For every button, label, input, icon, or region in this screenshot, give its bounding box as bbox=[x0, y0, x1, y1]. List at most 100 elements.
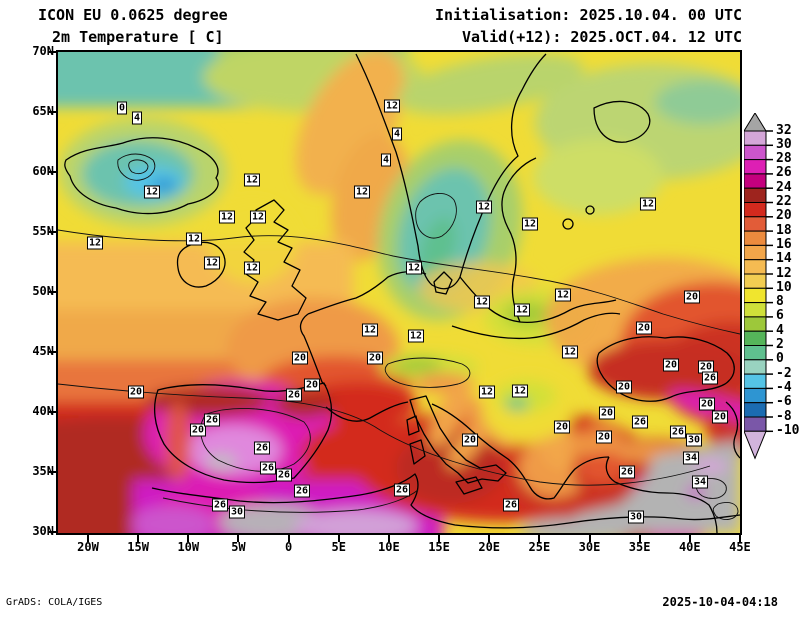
temperature-colorbar: 32 30 28 26 24 22 20 18 16 14 12 10 8 6 4 2 0 -2 -4 -6 -8 -10 bbox=[743, 112, 800, 465]
colorbar-level-label: 32 bbox=[776, 122, 792, 138]
temperature-field-svg bbox=[58, 52, 740, 533]
contour-label: 12 bbox=[218, 210, 236, 224]
contour-label: 12 bbox=[86, 236, 104, 250]
colorbar-level-label: 12 bbox=[776, 265, 792, 281]
contour-label: 12 bbox=[361, 323, 379, 337]
contour-label: 12 bbox=[203, 256, 221, 270]
contour-label: 26 bbox=[293, 484, 311, 498]
colorbar-level-label: 10 bbox=[776, 279, 792, 295]
contour-label: 4 bbox=[380, 153, 392, 167]
contour-label: 12 bbox=[513, 303, 531, 317]
lon-tick-label: 20W bbox=[77, 540, 99, 554]
contour-label: 12 bbox=[249, 210, 267, 224]
lat-tick-label: 60N bbox=[32, 164, 54, 178]
contour-label: 20 bbox=[711, 410, 729, 424]
contour-label: 12 bbox=[243, 261, 261, 275]
colorbar-level-label: -8 bbox=[776, 408, 792, 424]
lon-tick-label: 25E bbox=[528, 540, 551, 554]
lon-tick-label: 35E bbox=[628, 540, 651, 554]
colorbar-level-label: -2 bbox=[776, 365, 792, 381]
lon-tick-label: 10E bbox=[378, 540, 400, 554]
lat-tick bbox=[49, 231, 56, 233]
contour-label: 0 bbox=[116, 101, 128, 115]
contour-label: 20 bbox=[461, 433, 479, 447]
colorbar-level-label: 28 bbox=[776, 151, 792, 167]
contour-label: 20 bbox=[615, 380, 633, 394]
contour-label: 12 bbox=[405, 261, 423, 275]
contour-label: 12 bbox=[185, 232, 203, 246]
lon-tick-label: 5W bbox=[231, 540, 246, 554]
lon-tick-label: 10W bbox=[177, 540, 200, 554]
contour-label: 26 bbox=[203, 413, 221, 427]
contour-label: 4 bbox=[131, 111, 143, 125]
contour-label: 26 bbox=[701, 371, 719, 385]
colorbar-level-label: -10 bbox=[776, 422, 800, 438]
lat-tick-label: 70N bbox=[32, 44, 54, 58]
contour-label: 26 bbox=[275, 468, 293, 482]
colorbar-level-label: 14 bbox=[776, 251, 792, 267]
colorbar-level-label: 8 bbox=[776, 294, 784, 310]
lat-tick-label: 65N bbox=[32, 104, 54, 118]
colorbar-level-label: 18 bbox=[776, 222, 792, 238]
lon-tick-label: 15E bbox=[428, 540, 450, 554]
lat-tick bbox=[49, 111, 56, 113]
contour-label: 26 bbox=[211, 498, 229, 512]
colorbar-svg bbox=[743, 112, 773, 460]
coastlines bbox=[64, 53, 740, 533]
lon-tick bbox=[287, 535, 290, 542]
title-block: ICON EU 0.0625 degree 2m Temperature [ C… bbox=[38, 4, 228, 48]
lat-tick-label: 40N bbox=[32, 404, 54, 418]
map-plot-area: 0 4 12 12 12 12 12 12 12 12 12 4 4 12 12 12 12 12 12 12 12 12… bbox=[56, 50, 742, 535]
contour-label: 12 bbox=[407, 329, 425, 343]
lat-tick bbox=[49, 351, 56, 353]
colorbar-level-label: -6 bbox=[776, 394, 792, 410]
lon-tick-label: 30E bbox=[578, 540, 601, 554]
lon-tick bbox=[688, 535, 691, 542]
contour-label: 20 bbox=[366, 351, 384, 365]
lon-tick-label: 20E bbox=[478, 540, 501, 554]
contour-label: 26 bbox=[253, 441, 271, 455]
colorbar-level-label: 16 bbox=[776, 236, 792, 252]
contour-label: 20 bbox=[595, 430, 613, 444]
contour-label: 20 bbox=[303, 378, 321, 392]
valid-time: Valid(+12): 2025.OCT.04. 12 UTC bbox=[462, 28, 742, 46]
contour-label: 34 bbox=[682, 451, 700, 465]
contour-label: 30 bbox=[627, 510, 645, 524]
init-time: Initialisation: 2025.10.04. 00 UTC bbox=[434, 6, 742, 24]
contour-label: 12 bbox=[521, 217, 539, 231]
contour-label: 4 bbox=[391, 127, 403, 141]
contour-labels-layer: 0 4 12 12 12 12 12 12 12 12 12 4 4 12 12 12 12 12 12 12 12 12… bbox=[58, 52, 740, 533]
contour-label: 12 bbox=[511, 384, 529, 398]
temperature-blobs bbox=[58, 52, 740, 533]
contour-label: 12 bbox=[478, 385, 496, 399]
lon-tick bbox=[87, 535, 89, 542]
contour-label: 34 bbox=[691, 475, 709, 489]
contour-label: 20 bbox=[189, 423, 207, 437]
lon-tick-label: 0 bbox=[284, 540, 293, 554]
contour-label: 26 bbox=[502, 498, 520, 512]
colorbar-level-label: 0 bbox=[776, 351, 784, 367]
colorbar-level-label: 6 bbox=[776, 308, 784, 324]
contour-label: 12 bbox=[473, 295, 491, 309]
lon-tick-label: 15W bbox=[127, 540, 149, 554]
contour-label: 20 bbox=[698, 397, 716, 411]
colorbar-level-label: -4 bbox=[776, 379, 792, 395]
contour-label: 12 bbox=[243, 173, 261, 187]
contour-label: 26 bbox=[631, 415, 649, 429]
time-block: Initialisation: 2025.10.04. 00 UTC Valid… bbox=[435, 4, 742, 48]
contour-label: 30 bbox=[685, 433, 703, 447]
contour-label: 12 bbox=[383, 99, 401, 113]
contour-label: 26 bbox=[393, 483, 411, 497]
lat-tick bbox=[49, 471, 56, 473]
colorbar-level-label: 4 bbox=[776, 322, 784, 338]
contour-label: 20 bbox=[291, 351, 309, 365]
lon-tick bbox=[438, 535, 441, 542]
field-layers bbox=[58, 52, 740, 533]
lon-tick bbox=[638, 535, 641, 542]
grads-credit: GrADS: COLA/IGES bbox=[6, 597, 103, 608]
colorbar-level-label: 2 bbox=[776, 337, 784, 352]
contour-label: 12 bbox=[475, 200, 493, 214]
contour-label: 20 bbox=[598, 406, 616, 420]
contour-label: 26 bbox=[259, 461, 277, 475]
